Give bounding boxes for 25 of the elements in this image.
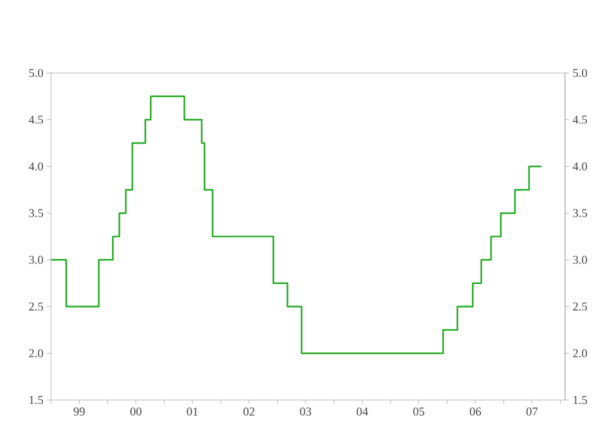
y2-tick-label: 2.0 (573, 349, 588, 358)
y-tick-label: 4.5 (28, 116, 44, 124)
y-tick-label: 4.0 (28, 162, 44, 170)
y2-tick-label: 3.5 (573, 209, 588, 218)
x-tick-label: 04 (356, 408, 368, 416)
y-tick-label: 3.5 (29, 209, 44, 218)
y2-tick-label: 4.5 (572, 116, 588, 124)
x-tick-label: 00 (130, 408, 142, 416)
y-tick-label: 2.5 (29, 302, 44, 311)
x-tick-label: 01 (186, 408, 198, 416)
x-tick-label: 05 (413, 408, 424, 416)
x-tick-label: 03 (300, 408, 312, 416)
y2-tick-label: 5.0 (573, 68, 588, 78)
x-tick-label: 07 (526, 408, 538, 416)
y2-tick-label: 3.0 (573, 256, 588, 264)
x-tick-label: 99 (74, 408, 85, 416)
x-tick-label: 06 (470, 408, 482, 416)
y2-tick-label: 2.5 (573, 302, 588, 311)
x-tick-label: 02 (243, 408, 254, 416)
y-tick-label: 1.5 (30, 396, 44, 404)
y2-tick-label: 1.5 (574, 396, 588, 404)
y-tick-label: 2.0 (29, 349, 44, 358)
y-tick-label: 5.0 (29, 68, 44, 78)
y-tick-label: 3.0 (29, 256, 44, 264)
y2-tick-label: 4.0 (572, 162, 588, 170)
